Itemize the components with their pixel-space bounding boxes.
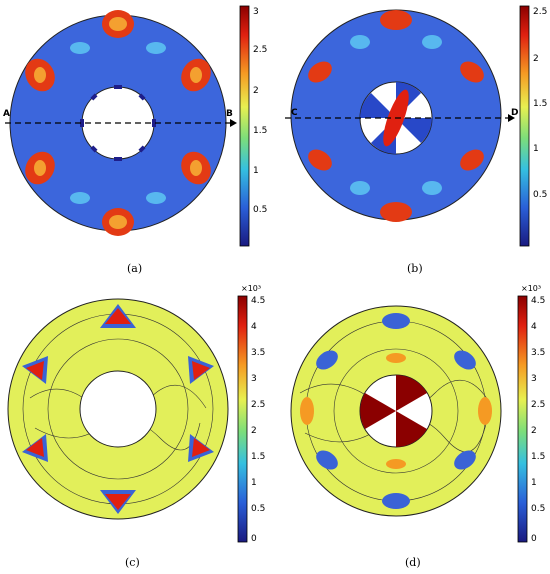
cool-spots-d [316,313,476,509]
hot-lobes-a [25,10,211,236]
tick-d-4: 2.5 [531,400,546,410]
tick-b-3: 1 [533,144,539,154]
colorbar-b [519,5,530,247]
arrow-head-b [508,114,515,122]
panel-d-plot [290,295,528,543]
caption-b: (b) [407,262,423,275]
tick-c-9: 0 [251,534,257,544]
tick-a-0: 3 [253,7,259,17]
tick-c-6: 1.5 [251,452,266,462]
tick-d-8: 0.5 [531,504,546,514]
colorbar-c [237,295,248,543]
tick-d-1: 4 [531,322,537,332]
hot-lobes-b [308,10,484,222]
caption-a: (a) [127,262,143,275]
tick-c-7: 1 [251,478,257,488]
exponent-c: ×10³ [241,284,262,293]
tick-b-0: 2.5 [533,7,548,17]
rotor-blades-d [360,375,427,447]
point-label-b-right: D [511,108,519,118]
tick-a-2: 2 [253,86,259,96]
tick-b-1: 2 [533,54,539,64]
tick-a-5: 0.5 [253,205,268,215]
tick-b-4: 0.5 [533,190,548,200]
tick-d-0: 4.5 [531,296,546,306]
tick-a-4: 1 [253,166,259,176]
tick-d-5: 2 [531,426,537,436]
tick-c-4: 2.5 [251,400,266,410]
tick-c-5: 2 [251,426,257,436]
tick-a-3: 1.5 [253,126,268,136]
panel-a-plot [5,5,250,247]
exponent-d: ×10³ [521,284,542,293]
caption-c: (c) [125,556,140,569]
tick-d-7: 1 [531,478,537,488]
hot-spots-c [22,304,214,514]
warm-spots-d [300,353,492,469]
tick-c-0: 4.5 [251,296,266,306]
tick-c-3: 3 [251,374,257,384]
caption-d: (d) [405,556,421,569]
panel-b-plot [285,5,530,247]
tick-d-3: 3 [531,374,537,384]
tick-d-9: 0 [531,534,537,544]
tick-c-2: 3.5 [251,348,266,358]
tick-c-8: 0.5 [251,504,266,514]
tick-a-1: 2.5 [253,45,268,55]
rotor-hole-c [79,370,157,448]
tick-d-6: 1.5 [531,452,546,462]
tick-c-1: 4 [251,322,257,332]
point-label-b-left: C [291,108,298,118]
panel-c-plot [7,295,248,543]
colorbar-a [239,5,250,247]
point-label-a-right: B [226,109,233,119]
tick-d-2: 3.5 [531,348,546,358]
tick-b-2: 1.5 [533,99,548,109]
point-label-a-left: A [3,109,10,119]
arrow-head-a [230,119,237,127]
colorbar-d [517,295,528,543]
rotor-teeth-a [80,85,156,161]
